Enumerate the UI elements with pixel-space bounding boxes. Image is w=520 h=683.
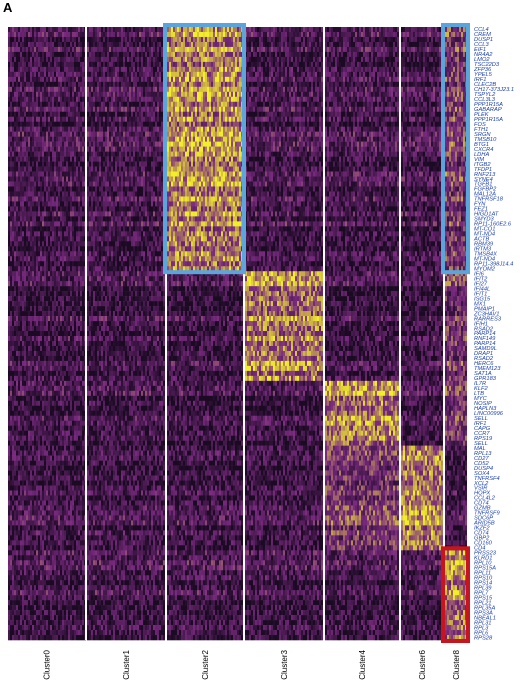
cluster-labels: Cluster0 Cluster1 Cluster2 Cluster3 Cluster4… [43,649,462,679]
cluster-label: Cluster8 [452,649,461,679]
cluster-label: Cluster4 [358,649,367,679]
cluster-label: Cluster3 [280,649,289,679]
cluster-label: Cluster1 [122,649,131,679]
cluster-label: Cluster2 [201,649,210,679]
cluster-separator [85,27,87,640]
cluster-label: Cluster0 [43,649,52,679]
gene-label: RPS28 [474,635,493,641]
heatmap-cells [8,27,467,640]
gene-labels: CCL4CREMDUSP1CCL3EIF1NR4A2LMO2TSC22D3ZFP… [473,27,514,641]
cluster-label: Cluster6 [418,649,427,679]
cluster-separator [323,27,325,640]
cluster-separator [399,27,401,640]
